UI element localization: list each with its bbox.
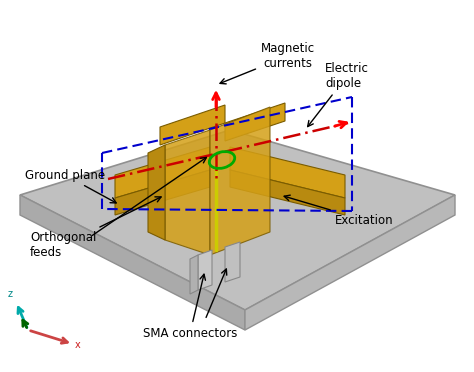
Polygon shape: [148, 145, 165, 240]
Text: Magnetic
currents: Magnetic currents: [220, 42, 315, 84]
Polygon shape: [190, 255, 198, 294]
Polygon shape: [20, 195, 245, 330]
Polygon shape: [230, 170, 345, 215]
Text: Orthogonal
feeds: Orthogonal feeds: [30, 197, 161, 259]
Text: Excitation: Excitation: [284, 195, 393, 227]
Polygon shape: [160, 105, 225, 145]
Polygon shape: [198, 250, 212, 290]
Polygon shape: [245, 195, 455, 330]
Polygon shape: [115, 170, 210, 215]
Polygon shape: [210, 107, 270, 255]
Polygon shape: [115, 147, 210, 198]
Text: SMA connectors: SMA connectors: [143, 274, 237, 340]
Polygon shape: [230, 147, 345, 198]
Polygon shape: [225, 242, 240, 282]
Text: Electric
dipole: Electric dipole: [308, 62, 369, 126]
Text: z: z: [8, 289, 12, 299]
Text: Ground plane: Ground plane: [25, 169, 116, 203]
Text: x: x: [75, 340, 81, 350]
Polygon shape: [165, 130, 210, 255]
Polygon shape: [225, 103, 285, 141]
Polygon shape: [20, 130, 455, 310]
